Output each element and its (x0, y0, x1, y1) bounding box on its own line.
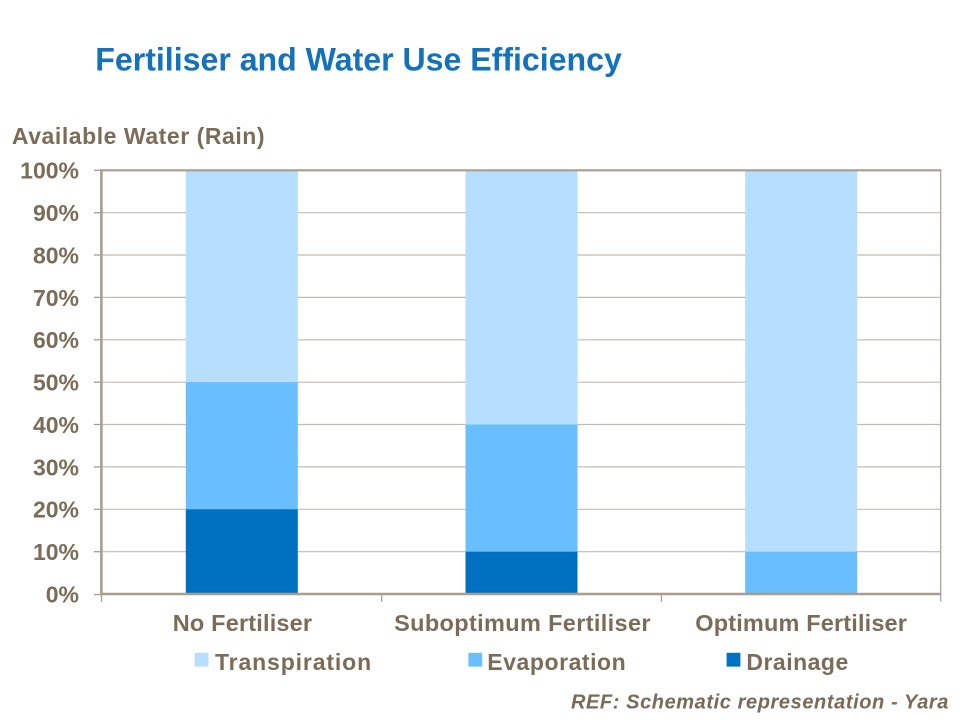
svg-text:90%: 90% (33, 200, 79, 226)
svg-text:No Fertiliser: No Fertiliser (173, 610, 312, 636)
svg-text:Available Water (Rain): Available Water (Rain) (12, 123, 265, 149)
svg-text:0%: 0% (46, 581, 79, 607)
svg-text:80%: 80% (33, 242, 79, 268)
svg-text:Suboptimum Fertiliser: Suboptimum Fertiliser (394, 610, 651, 636)
svg-text:Drainage: Drainage (746, 649, 848, 675)
svg-text:Transpiration: Transpiration (215, 649, 372, 675)
svg-text:40%: 40% (33, 412, 79, 438)
svg-text:60%: 60% (33, 327, 79, 353)
svg-text:Optimum Fertiliser: Optimum Fertiliser (695, 610, 907, 636)
svg-text:Fertiliser and Water Use Effic: Fertiliser and Water Use Efficiency (95, 42, 622, 78)
svg-text:Evaporation: Evaporation (487, 649, 626, 675)
svg-text:30%: 30% (33, 454, 79, 480)
svg-text:20%: 20% (33, 497, 79, 523)
svg-text:70%: 70% (33, 285, 79, 311)
svg-text:REF: Schematic representation: REF: Schematic representation - Yara (571, 691, 949, 713)
svg-text:50%: 50% (33, 370, 79, 396)
svg-text:100%: 100% (20, 158, 79, 184)
svg-text:10%: 10% (33, 539, 79, 565)
